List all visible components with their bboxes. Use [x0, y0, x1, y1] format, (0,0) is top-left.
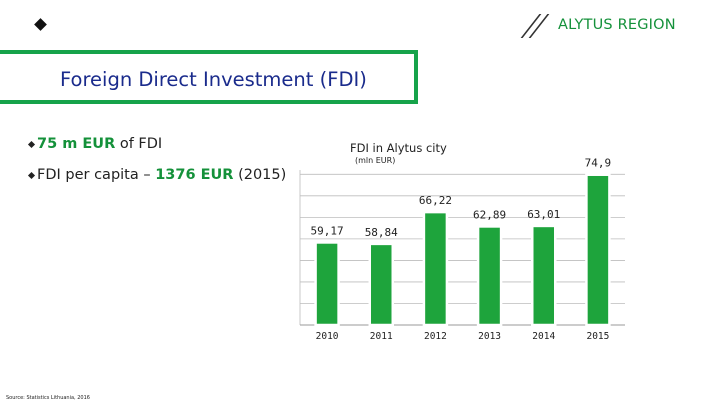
x-tick-2012: 2012 — [424, 331, 447, 342]
alytus-region-logo: ALYTUS REGION — [518, 14, 678, 40]
value-label-2011: 58,84 — [365, 226, 398, 239]
x-tick-2011: 2011 — [370, 331, 393, 342]
bar-2011 — [368, 242, 394, 327]
bullet-prefix: FDI per capita – — [37, 167, 156, 183]
logo-text: ALYTUS REGION — [558, 17, 676, 33]
bar-2015 — [585, 173, 611, 327]
chart-subtitle: (mln EUR) — [355, 156, 396, 165]
x-tick-2013: 2013 — [478, 331, 501, 342]
value-label-2010: 59,17 — [311, 224, 344, 237]
bar-2010 — [314, 241, 340, 327]
x-tick-2014: 2014 — [532, 331, 555, 342]
page-title: Foreign Direct Investment (FDI) — [60, 68, 367, 91]
bar-2012 — [422, 210, 449, 327]
value-label-2012: 66,22 — [419, 194, 452, 207]
bullet-highlight: 75 m EUR — [37, 136, 116, 152]
source-note: Source: Statistics Lithuania, 2016 — [6, 395, 90, 401]
bullet-text: (2015) — [233, 167, 287, 183]
bullet-fdi-per-capita: FDI per capita – 1376 EUR (2015) — [27, 167, 287, 183]
value-label-2015: 74,9 — [585, 157, 612, 170]
bullet-text: of FDI — [115, 136, 163, 152]
chart-title: FDI in Alytus city — [350, 141, 447, 155]
value-label-2013: 62,89 — [473, 208, 506, 221]
bullet-total-fdi: 75 m EUR of FDI — [27, 136, 163, 152]
title-frame — [0, 50, 418, 104]
x-tick-2015: 2015 — [586, 331, 609, 342]
bar-2014 — [531, 224, 557, 327]
x-tick-2010: 2010 — [316, 331, 339, 342]
bullet-highlight: 1376 EUR — [155, 167, 234, 183]
value-label-2014: 63,01 — [527, 208, 560, 221]
bar-2013 — [476, 225, 503, 327]
